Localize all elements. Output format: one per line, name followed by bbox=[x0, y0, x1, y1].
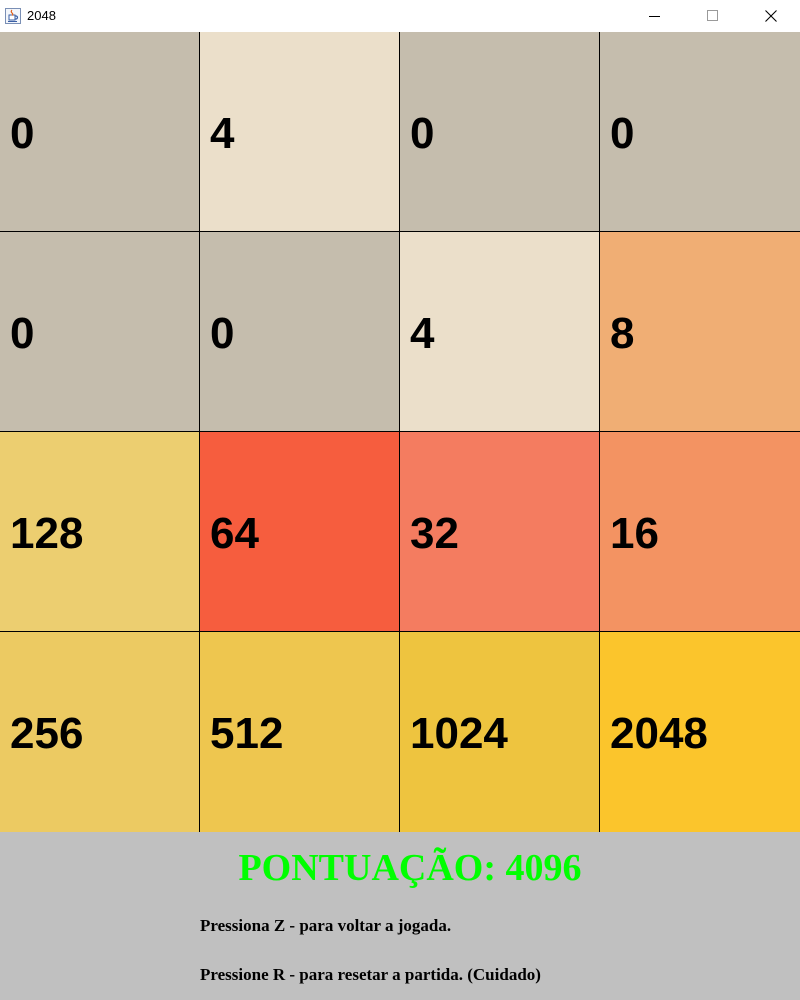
close-button[interactable] bbox=[742, 0, 800, 31]
game-board[interactable]: 0 4 0 0 0 0 4 8 128 64 32 16 256 512 102… bbox=[0, 32, 800, 832]
board-tile: 4 bbox=[400, 232, 600, 432]
board-tile: 4 bbox=[200, 32, 400, 232]
score-panel: PONTUAÇÃO: 4096 Pressiona Z - para volta… bbox=[0, 832, 800, 1000]
board-tile: 0 bbox=[200, 232, 400, 432]
board-tile: 256 bbox=[0, 632, 200, 832]
maximize-icon bbox=[707, 9, 719, 22]
board-tile: 128 bbox=[0, 432, 200, 632]
board-tile: 8 bbox=[600, 232, 800, 432]
board-tile: 0 bbox=[600, 32, 800, 232]
minimize-icon bbox=[649, 10, 661, 22]
window-title: 2048 bbox=[27, 8, 56, 23]
board-tile: 0 bbox=[0, 32, 200, 232]
reset-instruction: Pressione R - para resetar a partida. (C… bbox=[200, 965, 541, 984]
maximize-button[interactable] bbox=[684, 0, 742, 31]
board-tile: 16 bbox=[600, 432, 800, 632]
undo-instruction: Pressiona Z - para voltar a jogada. bbox=[200, 916, 452, 935]
java-icon bbox=[5, 7, 21, 24]
close-icon bbox=[765, 9, 777, 22]
board-tile: 1024 bbox=[400, 632, 600, 832]
board-tile: 0 bbox=[400, 32, 600, 232]
title-bar[interactable]: 2048 bbox=[0, 0, 800, 31]
board-tile: 512 bbox=[200, 632, 400, 832]
minimize-button[interactable] bbox=[626, 0, 684, 31]
board-tile: 32 bbox=[400, 432, 600, 632]
board-tile: 2048 bbox=[600, 632, 800, 832]
board-tile: 64 bbox=[200, 432, 400, 632]
window-controls bbox=[626, 0, 800, 31]
board-tile: 0 bbox=[0, 232, 200, 432]
score-label: PONTUAÇÃO: 4096 bbox=[238, 847, 582, 889]
